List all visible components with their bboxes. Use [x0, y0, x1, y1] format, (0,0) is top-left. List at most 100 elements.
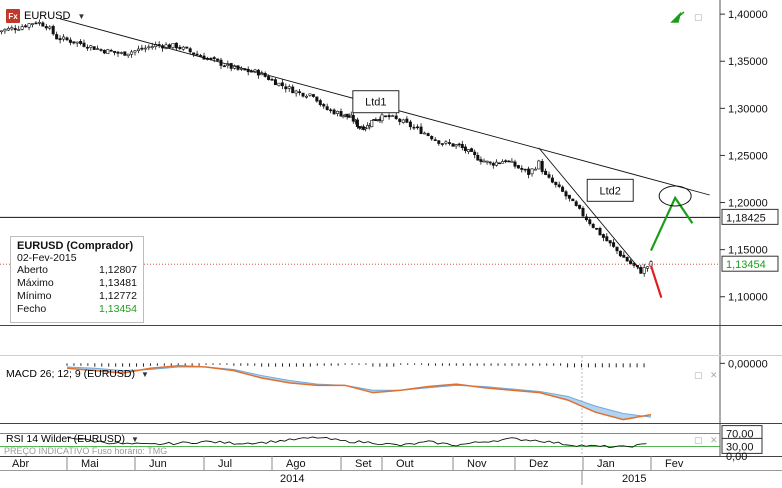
close-icon[interactable]: ✕	[710, 370, 718, 380]
x-tick-label: Jun	[149, 458, 167, 470]
candle	[391, 115, 395, 117]
candle	[277, 82, 281, 86]
candle	[13, 28, 17, 31]
candle	[564, 191, 568, 197]
restore-icon[interactable]: ▢	[694, 12, 703, 22]
candle	[102, 49, 106, 54]
macd-line	[66, 365, 652, 421]
candle	[3, 29, 7, 32]
candle	[150, 46, 154, 48]
candle	[618, 250, 622, 257]
y-tick-label: 1,15000	[728, 245, 768, 257]
rsi-y-tick-label: 70,00	[726, 429, 754, 441]
candle	[364, 127, 368, 130]
year-label: 2014	[280, 473, 304, 485]
candle	[178, 46, 182, 49]
candle	[405, 118, 409, 123]
info-label: Mínimo	[17, 290, 52, 302]
candle	[544, 170, 548, 175]
macd-histogram	[66, 363, 645, 368]
candle	[494, 161, 498, 166]
candle	[612, 242, 616, 247]
candle	[440, 143, 444, 145]
rsi-line	[66, 436, 647, 449]
candle	[412, 126, 416, 129]
info-row-open: Aberto 1,12807	[17, 264, 137, 277]
candle	[267, 76, 271, 80]
candle	[341, 115, 345, 117]
candle	[510, 160, 514, 163]
info-row-high: Máximo 1,13481	[17, 277, 137, 290]
candle	[34, 22, 38, 25]
candle	[485, 160, 489, 163]
candle	[291, 86, 295, 94]
level-price-label: 1,18425	[726, 212, 766, 224]
restore-icon[interactable]: ▢	[694, 435, 703, 445]
candle	[460, 144, 464, 148]
candle	[574, 201, 578, 206]
candle	[501, 161, 505, 164]
candle	[106, 49, 110, 55]
candle	[357, 126, 361, 129]
chevron-down-icon[interactable]: ▼	[77, 11, 86, 21]
candle	[444, 141, 448, 144]
chevron-down-icon[interactable]: ▼	[140, 369, 149, 379]
candle	[491, 163, 495, 166]
candle	[168, 44, 172, 48]
candle	[20, 26, 24, 30]
close-icon[interactable]: ✕	[710, 435, 718, 445]
x-tick-label: Jul	[218, 458, 232, 470]
trend-label-ltd1: Ltd1	[365, 97, 386, 109]
candle	[387, 115, 391, 118]
candle	[571, 198, 575, 202]
candle	[591, 223, 595, 228]
candle	[466, 149, 470, 152]
candle	[394, 115, 398, 119]
x-tick-label: Jan	[597, 458, 615, 470]
restore-icon[interactable]: ▢	[694, 370, 703, 380]
info-row-close: Fecho 1,13454	[17, 303, 137, 316]
macd-panel-label[interactable]: MACD 26; 12; 9 (EURUSD) ▼	[6, 368, 149, 380]
candle	[284, 86, 288, 90]
candlestick-series	[0, 19, 653, 277]
candle	[82, 42, 86, 47]
bullish-scenario-line	[649, 195, 694, 252]
candle	[79, 41, 83, 44]
candle	[533, 168, 537, 171]
rsi-panel-label[interactable]: RSI 14 Wilder (EURUSD) ▼	[6, 433, 139, 445]
candle	[513, 161, 517, 167]
candle	[325, 106, 329, 110]
candle	[322, 104, 326, 107]
candle	[116, 51, 120, 54]
candle	[561, 186, 565, 192]
info-label: Aberto	[17, 264, 48, 276]
candle	[530, 168, 534, 175]
candle	[380, 114, 384, 122]
candle	[273, 79, 277, 86]
candle	[426, 133, 430, 136]
candle	[473, 151, 477, 156]
trend-label-ltd1-box	[352, 90, 400, 114]
candle	[642, 267, 646, 274]
candle	[130, 51, 134, 55]
candle	[55, 34, 59, 40]
x-tick-label: Set	[355, 458, 372, 470]
chevron-down-icon[interactable]: ▼	[131, 434, 139, 444]
candle	[457, 143, 461, 146]
candle	[646, 266, 650, 269]
candle	[164, 44, 168, 50]
candle	[136, 48, 140, 52]
candle	[351, 115, 355, 122]
candle	[270, 79, 274, 81]
chart-header[interactable]: Fx EURUSD ▼	[6, 9, 85, 23]
candle	[488, 161, 492, 164]
candle	[329, 109, 333, 112]
last-price-label: 1,13454	[726, 259, 766, 271]
candle	[92, 46, 96, 50]
last-price-tag	[721, 255, 779, 272]
macd-signal-area	[67, 365, 651, 420]
info-label: Fecho	[17, 303, 47, 315]
info-label: Máximo	[17, 277, 54, 289]
candle	[581, 207, 585, 217]
candle	[174, 42, 178, 49]
